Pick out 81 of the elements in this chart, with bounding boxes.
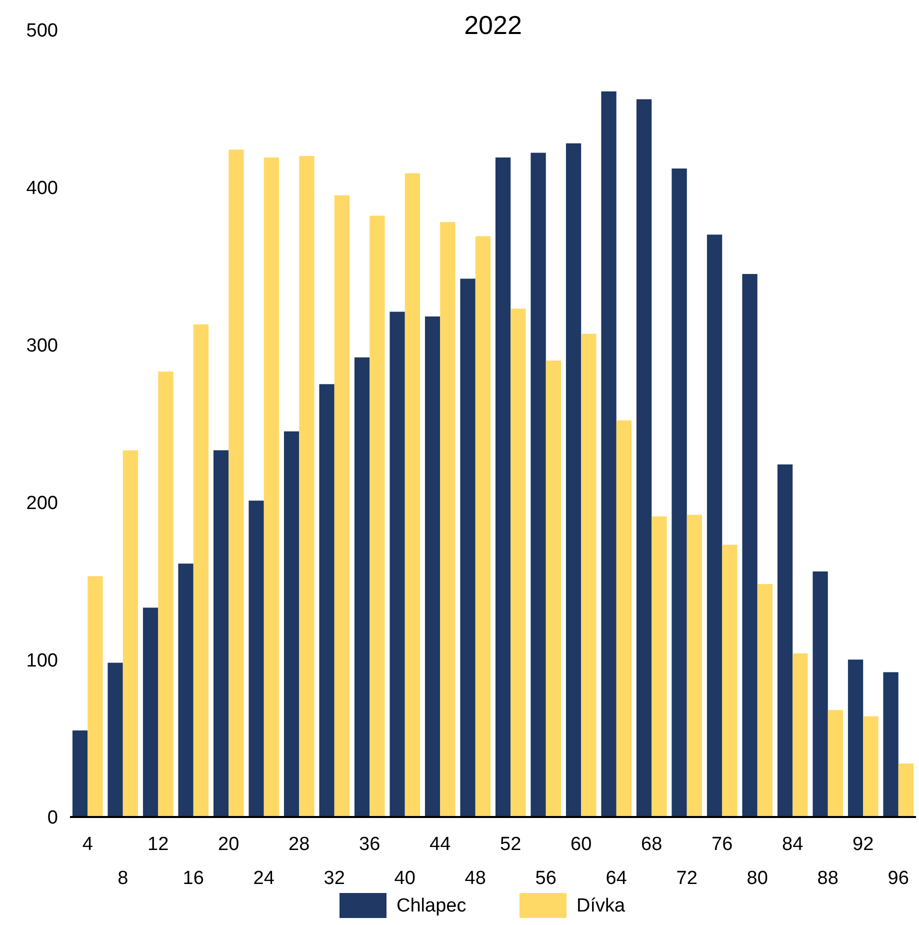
x-tick-label: 16 [182, 868, 204, 889]
x-tick-label: 64 [606, 868, 628, 889]
bar [213, 450, 229, 817]
bar [722, 544, 738, 817]
x-tick-label: 8 [118, 868, 128, 889]
y-tick-label: 500 [26, 20, 58, 42]
bar [248, 500, 264, 817]
y-tick-label: 100 [26, 650, 58, 672]
x-tick-label: 40 [394, 868, 416, 889]
bar [424, 316, 440, 817]
y-tick-label: 300 [26, 335, 58, 356]
bar [319, 384, 334, 817]
x-tick-label: 36 [359, 834, 380, 855]
bar [495, 157, 511, 817]
bar [581, 334, 596, 817]
y-tick-label: 0 [47, 808, 58, 829]
bar [178, 564, 194, 817]
x-tick-label: 12 [148, 834, 169, 855]
bar [440, 222, 456, 817]
x-tick-label: 96 [888, 868, 909, 889]
bar [122, 450, 138, 817]
bar [299, 156, 314, 817]
bar [108, 662, 123, 817]
x-tick-label: 80 [746, 868, 768, 889]
x-tick-label: 48 [464, 868, 486, 889]
bar [616, 420, 632, 817]
bar [475, 236, 491, 817]
legend-label: Dívka [576, 896, 626, 917]
bar [863, 716, 878, 817]
bar [72, 730, 88, 817]
bar [898, 763, 914, 817]
bar [742, 274, 758, 817]
bar [284, 431, 300, 817]
bar [88, 576, 103, 817]
bar [883, 672, 898, 817]
x-tick-label: 92 [852, 834, 874, 855]
bar [460, 278, 476, 817]
bar [652, 516, 667, 817]
x-tick-label: 72 [676, 868, 698, 889]
x-tick-label: 88 [817, 868, 838, 889]
x-tick-label: 76 [712, 834, 733, 855]
bar [354, 357, 370, 817]
bar [264, 157, 280, 817]
x-tick-label: 4 [82, 834, 94, 855]
bar [158, 372, 174, 817]
bar [404, 173, 420, 817]
bar [812, 571, 828, 817]
bar [530, 152, 546, 817]
x-tick-label: 24 [253, 868, 275, 889]
x-tick-label: 32 [324, 868, 345, 889]
bar [601, 91, 616, 817]
bar [142, 608, 158, 817]
x-tick-label: 56 [535, 868, 556, 889]
bar [848, 660, 864, 817]
bar [370, 216, 385, 817]
bar [706, 234, 722, 817]
bar [686, 514, 702, 817]
x-tick-label: 84 [782, 834, 804, 855]
bar [757, 584, 773, 817]
legend-label: Chlapec [396, 896, 466, 917]
bar [566, 143, 582, 817]
y-tick-label: 200 [26, 492, 58, 514]
x-tick-label: 28 [288, 834, 310, 855]
bar [510, 308, 526, 817]
bar [193, 324, 209, 817]
bar [390, 312, 405, 817]
bar [777, 464, 793, 817]
x-tick-label: 20 [218, 834, 240, 855]
chart-title: 2022 [464, 10, 522, 40]
bar [636, 99, 652, 817]
bar [334, 195, 350, 817]
bar [792, 653, 808, 817]
bar [672, 168, 687, 817]
bar [228, 150, 244, 817]
bar [828, 710, 844, 817]
y-tick-label: 400 [26, 178, 58, 200]
bar [546, 360, 562, 817]
x-tick-label: 52 [500, 834, 522, 855]
x-tick-label: 44 [430, 834, 452, 855]
x-tick-label: 68 [641, 834, 662, 855]
x-tick-label: 60 [570, 834, 592, 855]
